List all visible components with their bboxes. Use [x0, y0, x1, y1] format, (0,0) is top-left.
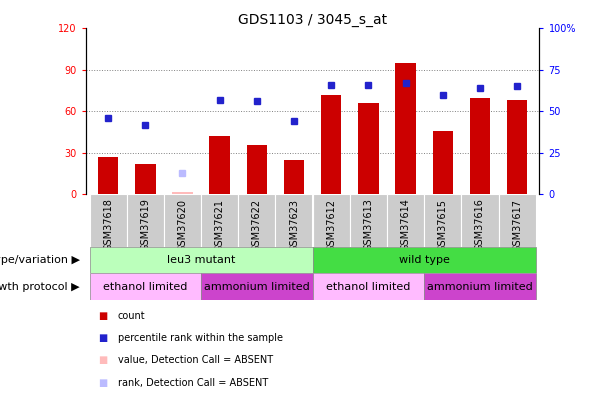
Bar [98, 157, 118, 194]
Bar [507, 100, 527, 194]
Bar [313, 273, 424, 300]
Bar [433, 131, 453, 194]
Text: GSM37612: GSM37612 [326, 198, 336, 252]
Text: ■: ■ [98, 333, 107, 343]
Bar [201, 194, 238, 247]
Bar [470, 98, 490, 194]
Text: wild type: wild type [398, 255, 449, 265]
Bar [321, 95, 341, 194]
Text: ■: ■ [98, 356, 107, 365]
Text: rank, Detection Call = ABSENT: rank, Detection Call = ABSENT [118, 378, 268, 388]
Bar [313, 194, 350, 247]
Text: GSM37623: GSM37623 [289, 198, 299, 252]
Bar [424, 194, 462, 247]
Bar [238, 194, 275, 247]
Bar [89, 247, 313, 273]
Bar [284, 160, 304, 194]
Text: GSM37620: GSM37620 [178, 198, 188, 252]
Bar [462, 194, 498, 247]
Text: count: count [118, 311, 145, 321]
Bar [127, 194, 164, 247]
Bar [358, 103, 379, 194]
Bar [387, 194, 424, 247]
Text: GSM37619: GSM37619 [140, 198, 150, 252]
Text: ■: ■ [98, 311, 107, 321]
Bar [89, 273, 201, 300]
Text: GSM37618: GSM37618 [103, 198, 113, 252]
Text: GSM37622: GSM37622 [252, 198, 262, 252]
Bar [210, 136, 230, 194]
Text: leu3 mutant: leu3 mutant [167, 255, 235, 265]
Text: GSM37615: GSM37615 [438, 198, 447, 252]
Text: value, Detection Call = ABSENT: value, Detection Call = ABSENT [118, 356, 273, 365]
Bar [498, 194, 536, 247]
Bar [201, 273, 313, 300]
Bar [424, 273, 536, 300]
Title: GDS1103 / 3045_s_at: GDS1103 / 3045_s_at [238, 13, 387, 27]
Text: growth protocol ▶: growth protocol ▶ [0, 281, 80, 292]
Text: ethanol limited: ethanol limited [326, 281, 411, 292]
Bar [313, 247, 536, 273]
Text: ethanol limited: ethanol limited [103, 281, 188, 292]
Text: GSM37614: GSM37614 [400, 198, 411, 252]
Text: ■: ■ [98, 378, 107, 388]
Bar [164, 194, 201, 247]
Bar [172, 192, 192, 194]
Text: percentile rank within the sample: percentile rank within the sample [118, 333, 283, 343]
Bar [135, 164, 156, 194]
Text: GSM37621: GSM37621 [215, 198, 225, 252]
Text: GSM37617: GSM37617 [512, 198, 522, 252]
Bar [350, 194, 387, 247]
Text: genotype/variation ▶: genotype/variation ▶ [0, 255, 80, 265]
Bar [89, 194, 127, 247]
Bar [246, 145, 267, 194]
Text: GSM37613: GSM37613 [364, 198, 373, 252]
Text: ammonium limited: ammonium limited [427, 281, 533, 292]
Text: GSM37616: GSM37616 [475, 198, 485, 252]
Bar [275, 194, 313, 247]
Text: ammonium limited: ammonium limited [204, 281, 310, 292]
Bar [395, 63, 416, 194]
